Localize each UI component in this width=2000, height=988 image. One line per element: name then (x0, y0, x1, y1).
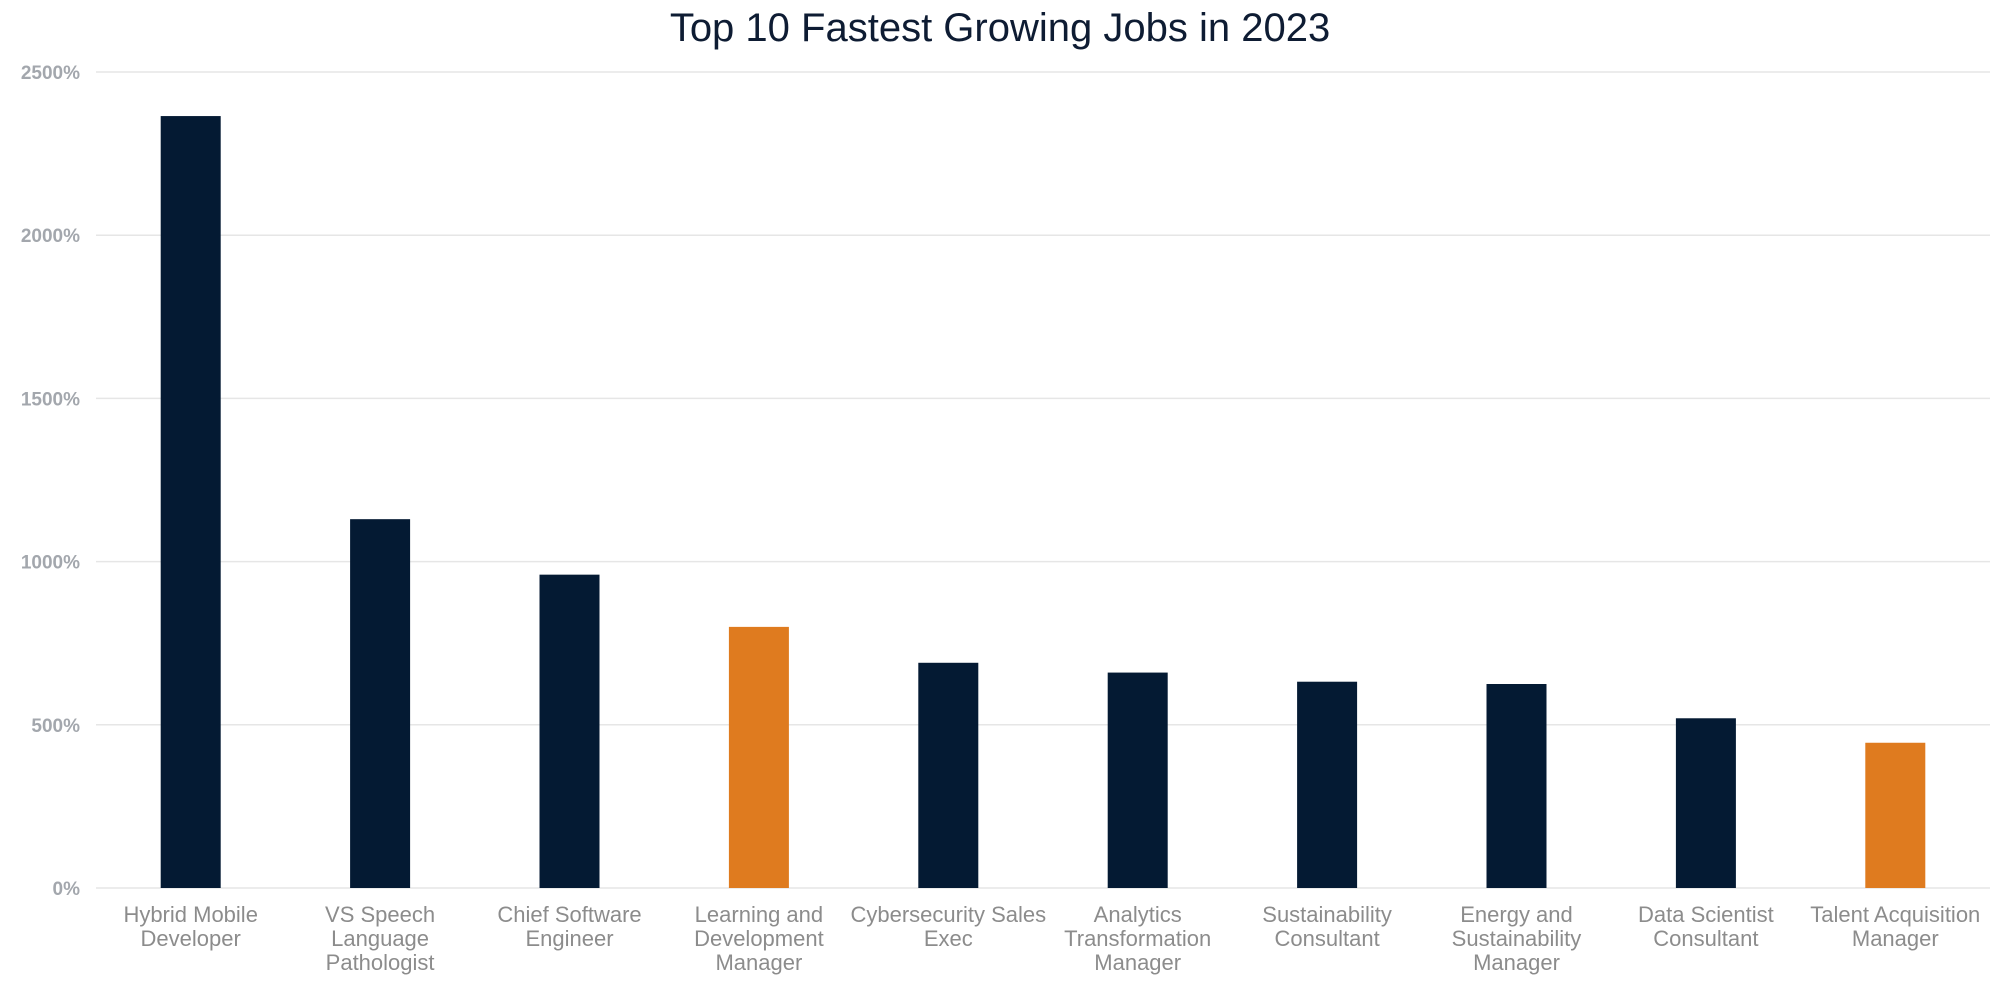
x-tick-label-line: Data Scientist (1638, 902, 1774, 927)
y-tick-label: 2000% (21, 226, 80, 247)
x-tick-label-line: Pathologist (326, 950, 435, 975)
x-tick-label-line: Cybersecurity Sales (850, 902, 1046, 927)
bar (1675, 718, 1736, 888)
x-tick-label-line: Engineer (525, 926, 613, 951)
x-tick-label-line: Manager (715, 950, 802, 975)
x-tick-label-line: Language (331, 926, 429, 951)
bar (539, 574, 600, 888)
bar (160, 116, 221, 888)
x-tick-label-line: Manager (1852, 926, 1939, 951)
x-tick-label-line: Analytics (1094, 902, 1182, 927)
x-tick-label-line: Development (694, 926, 824, 951)
x-tick-label-line: Consultant (1275, 926, 1380, 951)
y-tick-label: 2500% (21, 63, 80, 84)
bar (1297, 681, 1358, 888)
x-tick-label: Analytics Transformation Manager (1064, 902, 1211, 975)
x-tick-label-line: Manager (1473, 950, 1560, 975)
x-tick-label-line: Developer (141, 926, 241, 951)
x-tick-label: Energy and Sustainability Manager (1452, 902, 1582, 975)
y-tick-label: 1500% (21, 389, 80, 410)
x-tick-label-line: Learning and (695, 902, 823, 927)
x-tick-label: Hybrid Mobile Developer (123, 902, 258, 951)
x-tick-label-line: Energy and (1460, 902, 1573, 927)
x-tick-label: Talent Acquisition Manager (1810, 902, 1980, 951)
bar (350, 519, 411, 888)
x-tick-label-line: Sustainability (1262, 902, 1392, 927)
x-tick-label-line: Consultant (1653, 926, 1758, 951)
bar (1865, 742, 1926, 888)
x-tick-label: Learning and Development Manager (694, 902, 824, 975)
x-tick-label-line: Talent Acquisition (1810, 902, 1980, 927)
bar (918, 662, 979, 888)
x-tick-label: Cybersecurity Sales Exec (850, 902, 1046, 951)
y-tick-label: 500% (31, 716, 80, 737)
x-tick-label-line: Manager (1094, 950, 1181, 975)
x-tick-label: Chief Software Engineer (497, 902, 641, 951)
x-tick-label-line: Sustainability (1452, 926, 1582, 951)
y-tick-label: 1000% (21, 553, 80, 574)
bar (728, 626, 789, 888)
bar (1107, 672, 1168, 888)
x-tick-label-line: Hybrid Mobile (123, 902, 258, 927)
y-tick-label: 0% (53, 879, 81, 900)
x-tick-label-line: Exec (924, 926, 973, 951)
x-tick-label-line: Chief Software (497, 902, 641, 927)
x-tick-label: Sustainability Consultant (1262, 902, 1392, 951)
bar (1486, 684, 1547, 888)
x-tick-label-line: VS Speech (325, 902, 435, 927)
chart-title: Top 10 Fastest Growing Jobs in 2023 (669, 6, 1331, 50)
x-tick-label: VS Speech Language Pathologist (325, 902, 435, 975)
x-tick-label: Data Scientist Consultant (1638, 902, 1774, 951)
x-tick-label-line: Transformation (1064, 926, 1211, 951)
